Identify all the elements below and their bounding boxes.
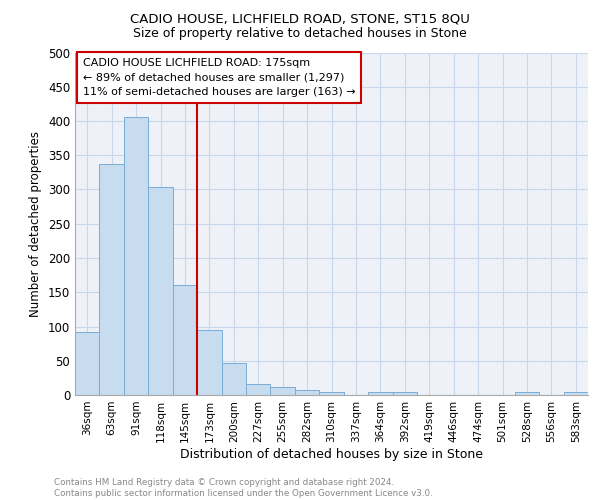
Y-axis label: Number of detached properties: Number of detached properties <box>29 130 43 317</box>
Text: Contains HM Land Registry data © Crown copyright and database right 2024.
Contai: Contains HM Land Registry data © Crown c… <box>54 478 433 498</box>
Bar <box>100 164 124 395</box>
Text: CADIO HOUSE, LICHFIELD ROAD, STONE, ST15 8QU: CADIO HOUSE, LICHFIELD ROAD, STONE, ST15… <box>130 12 470 26</box>
Text: CADIO HOUSE LICHFIELD ROAD: 175sqm
← 89% of detached houses are smaller (1,297)
: CADIO HOUSE LICHFIELD ROAD: 175sqm ← 89%… <box>83 58 355 97</box>
Bar <box>563 392 588 395</box>
Bar <box>221 364 246 395</box>
X-axis label: Distribution of detached houses by size in Stone: Distribution of detached houses by size … <box>180 448 483 460</box>
Bar <box>124 117 148 395</box>
Bar <box>295 390 319 395</box>
Bar <box>197 330 221 395</box>
Bar <box>515 392 539 395</box>
Bar <box>368 392 392 395</box>
Bar <box>319 392 344 395</box>
Text: Size of property relative to detached houses in Stone: Size of property relative to detached ho… <box>133 28 467 40</box>
Bar <box>392 392 417 395</box>
Bar <box>271 387 295 395</box>
Bar <box>75 332 100 395</box>
Bar <box>246 384 271 395</box>
Bar <box>148 187 173 395</box>
Bar <box>173 284 197 395</box>
